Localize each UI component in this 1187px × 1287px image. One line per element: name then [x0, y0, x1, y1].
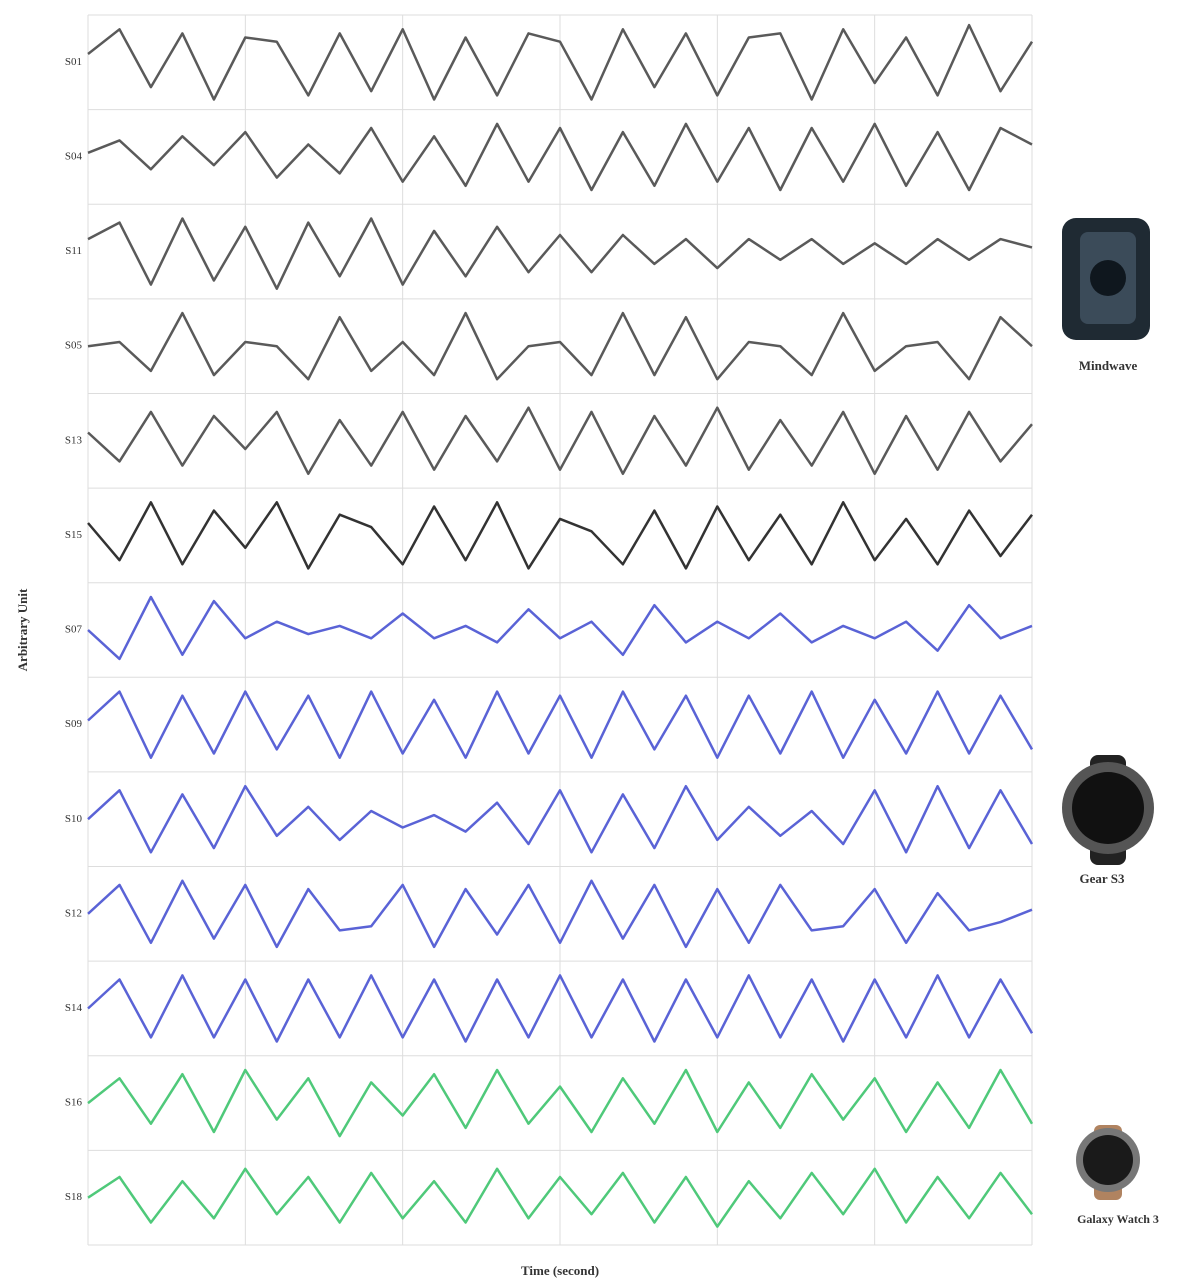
device-icon [1076, 1125, 1140, 1200]
row-label: S11 [65, 245, 82, 257]
y-axis-label: Arbitrary Unit [15, 588, 30, 671]
row-label: S01 [65, 56, 82, 68]
row-label: S12 [65, 907, 82, 919]
row-label: S15 [65, 529, 83, 541]
device-icon [1062, 755, 1154, 865]
row-label: S18 [65, 1191, 83, 1203]
device-icon [1062, 218, 1150, 340]
row-label: S05 [65, 340, 83, 352]
x-axis-label: Time (second) [521, 1263, 599, 1278]
row-label: S04 [65, 150, 83, 162]
chart: Arbitrary Unit Time (second) Mindwave Ge… [0, 0, 1187, 1282]
device-label: Mindwave [1079, 358, 1138, 373]
row-label: S09 [65, 718, 83, 730]
row-label: S10 [65, 813, 83, 825]
row-label: S16 [65, 1097, 83, 1109]
device-label: Gear S3 [1080, 871, 1125, 886]
device-label: Galaxy Watch 3 [1077, 1212, 1159, 1226]
row-label: S07 [65, 624, 83, 636]
row-label: S14 [65, 1002, 83, 1014]
row-label: S13 [65, 434, 83, 446]
